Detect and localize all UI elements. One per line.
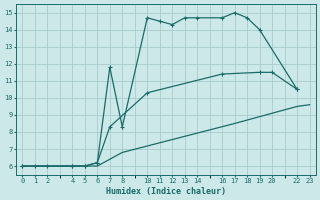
X-axis label: Humidex (Indice chaleur): Humidex (Indice chaleur) — [106, 187, 226, 196]
